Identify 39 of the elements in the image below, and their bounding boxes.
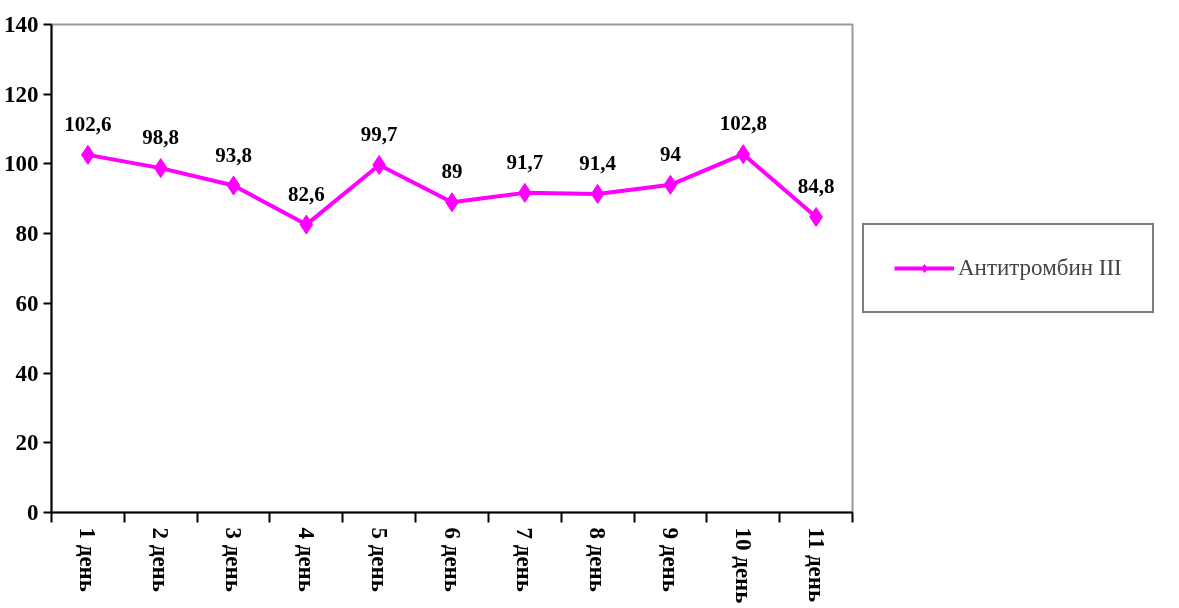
point: [590, 183, 605, 204]
x-tick-label: 10 день: [730, 527, 756, 604]
x-tick-label: 2 день: [148, 527, 174, 593]
x-tick-label: 9 день: [657, 527, 683, 593]
y-tick-label: 20: [15, 430, 39, 456]
point: [663, 174, 678, 195]
point: [153, 158, 168, 179]
point: [517, 182, 532, 203]
x-tick-label: 4 день: [293, 527, 319, 593]
y-tick-label: 60: [15, 290, 39, 316]
data-label: 91,7: [506, 149, 544, 174]
y-tick-label: 140: [4, 12, 39, 37]
data-label: 102,8: [719, 111, 767, 136]
point: [736, 144, 751, 165]
data-label: 89: [441, 159, 463, 184]
x-tick-label: 11 день: [803, 527, 829, 603]
data-label: 99,7: [360, 121, 398, 146]
legend-label: Антитромбин III: [958, 255, 1122, 281]
data-label: 84,8: [797, 173, 835, 198]
point: [226, 175, 241, 196]
x-tick-label: 8 день: [585, 527, 611, 593]
data-label: 91,4: [579, 150, 617, 175]
x-tick-label: 5 день: [366, 527, 392, 593]
data-label: 82,6: [287, 181, 325, 206]
x-tick-label: 7 день: [512, 527, 538, 593]
data-label: 93,8: [215, 142, 252, 167]
y-tick-label: 80: [15, 221, 39, 247]
x-tick-label: 3 день: [221, 527, 247, 593]
data-label: 98,8: [142, 125, 180, 150]
x-tick-label: 6 день: [439, 527, 465, 593]
data-label: 102,6: [64, 111, 112, 136]
x-tick-label: 1 день: [75, 527, 101, 593]
y-tick-label: 40: [15, 360, 39, 386]
y-tick-label: 0: [27, 500, 39, 525]
point: [372, 154, 387, 175]
point: [299, 214, 314, 235]
data-label: 94: [659, 141, 682, 166]
y-tick-label: 100: [4, 151, 39, 177]
y-tick-label: 120: [4, 81, 39, 107]
